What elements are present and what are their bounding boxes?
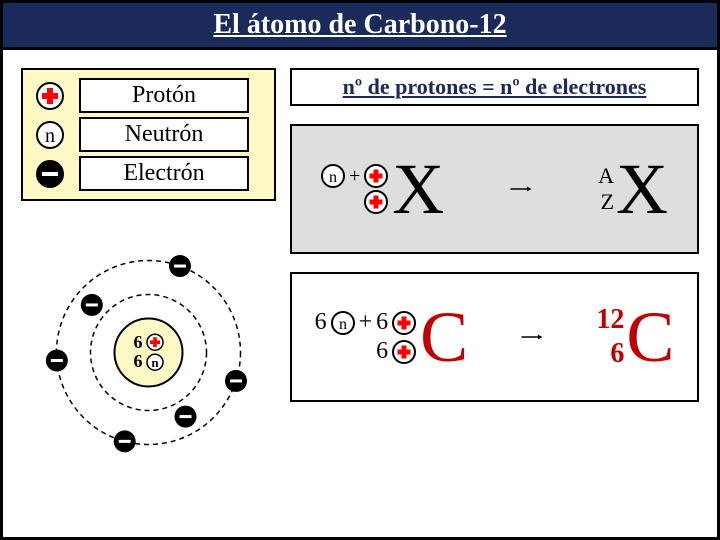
legend-electron-row: Electrón xyxy=(29,154,268,193)
carbon-right: 12 6 C xyxy=(596,296,674,379)
generic-right: A Z X xyxy=(598,148,668,231)
legend-neutron-row: n Neutrón xyxy=(29,115,268,154)
minus-icon xyxy=(35,159,65,189)
atomic-label-z: Z xyxy=(601,189,614,215)
generic-element-x: X xyxy=(392,148,444,231)
carbon-element-c: C xyxy=(420,296,468,379)
plus-text: + xyxy=(349,165,360,188)
carbon-p-count: 6 xyxy=(376,309,388,336)
carbon-p-count2: 6 xyxy=(376,338,388,365)
generic-notation-box: n + X A Z X xyxy=(290,124,699,254)
svg-text:n: n xyxy=(339,316,347,333)
legend-box: Protón n Neutrón Electrón xyxy=(21,68,276,201)
carbon-notation-box: 6 n + 6 6 C xyxy=(290,272,699,402)
nucleus-proton-count: 6 xyxy=(134,333,143,353)
carbon-atomic-number: 6 xyxy=(610,337,624,371)
carbon-mass-number: 12 xyxy=(596,303,624,337)
legend-proton-row: Protón xyxy=(29,76,268,115)
svg-text:n: n xyxy=(329,169,337,186)
nucleus-neutron-count: 6 xyxy=(134,353,143,373)
plus-icon xyxy=(35,81,65,111)
nucleus-label: 6 6 n xyxy=(134,333,164,373)
arrow-icon xyxy=(497,334,567,340)
rule-text: nº de protones = nº de electrones xyxy=(290,68,699,106)
carbon-element-c2: C xyxy=(626,296,674,379)
mass-label-a: A xyxy=(598,163,614,189)
svg-text:n: n xyxy=(151,355,159,370)
neutron-icon: n xyxy=(35,120,65,150)
legend-neutron-label: Neutrón xyxy=(79,117,249,152)
carbon-n-count: 6 xyxy=(315,309,327,336)
arrow-icon xyxy=(486,186,556,192)
main-content: Protón n Neutrón Electrón xyxy=(3,47,717,533)
carbon-left: 6 n + 6 6 C xyxy=(315,296,469,379)
legend-electron-label: Electrón xyxy=(79,156,249,191)
generic-left: n + X xyxy=(321,148,444,231)
generic-element-x2: X xyxy=(616,148,668,231)
legend-proton-label: Protón xyxy=(79,78,249,113)
svg-text:n: n xyxy=(45,125,55,147)
page-title: El átomo de Carbono-12 xyxy=(3,3,717,47)
plus-text2: + xyxy=(359,309,373,336)
atom-diagram: 6 6 n xyxy=(21,225,276,480)
